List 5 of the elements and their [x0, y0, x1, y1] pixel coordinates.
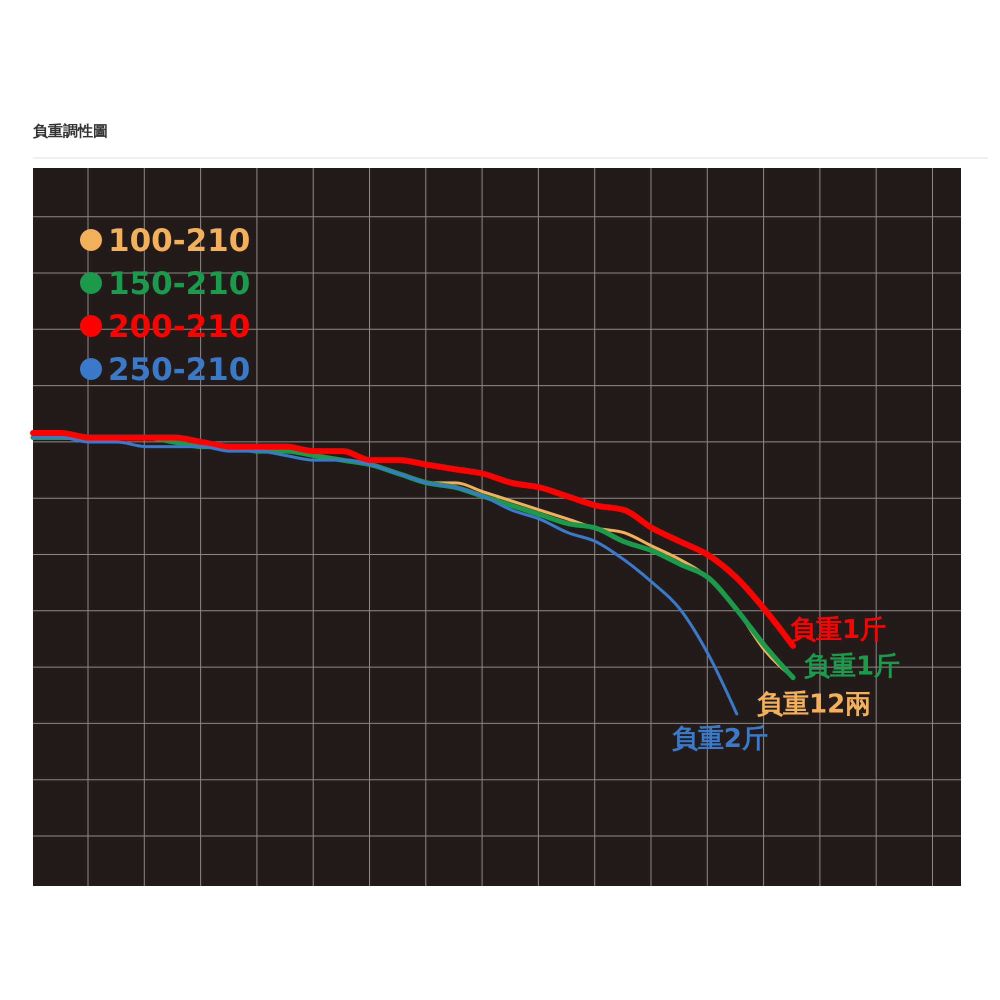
legend-label: 200-210 — [108, 309, 250, 345]
annotation: 負重12兩 — [757, 690, 872, 720]
chart-title: 負重調性圖 — [33, 122, 108, 140]
legend-label: 100-210 — [108, 223, 250, 259]
annotation: 負重1斤 — [790, 614, 886, 645]
